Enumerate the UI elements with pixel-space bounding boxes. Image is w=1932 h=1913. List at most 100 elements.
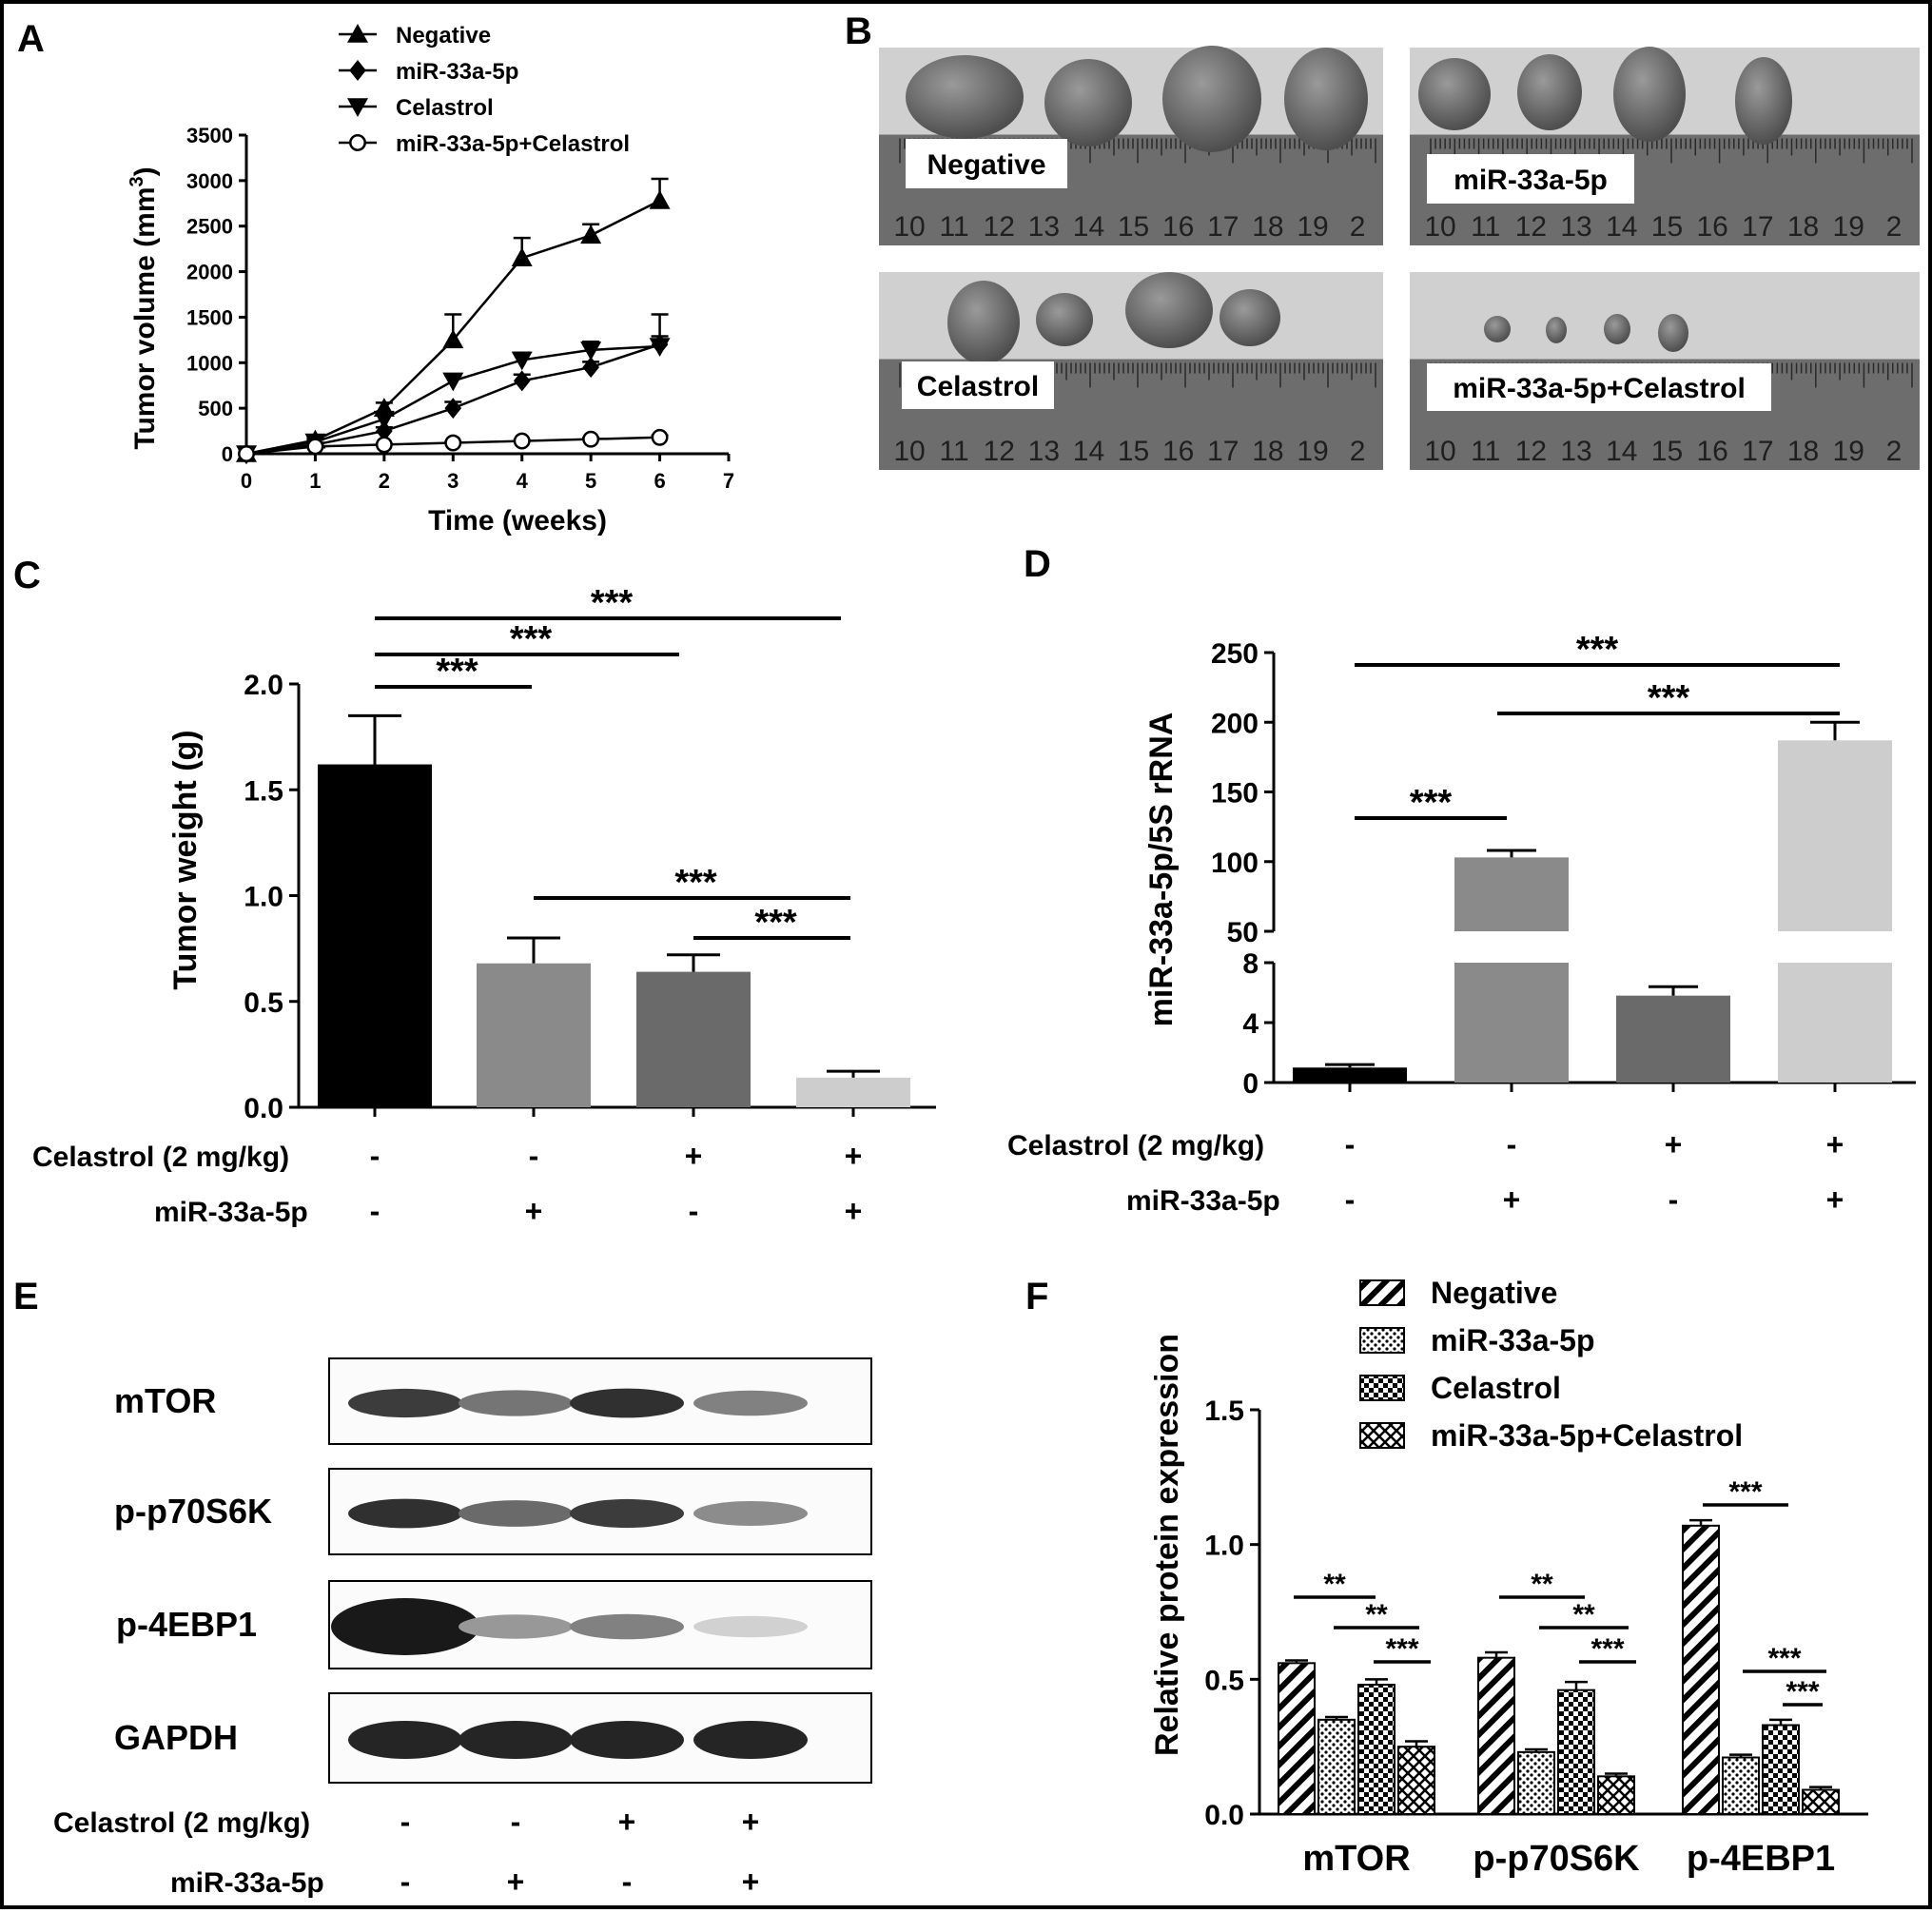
chart-f-bar: [1397, 1746, 1435, 1815]
chart-c-celastrol-sign: -: [370, 1139, 381, 1173]
ruler-number: 10: [1424, 436, 1455, 467]
chart-f-bar: [1682, 1524, 1720, 1816]
chart-d-y-tick-label: 100: [1211, 848, 1259, 879]
chart-f-significance-label: **: [1531, 1569, 1553, 1600]
chart-a-legend-label: Celastrol: [396, 95, 494, 121]
chart-a-y-tick-label: 0: [222, 442, 233, 466]
chart-a-point: [582, 357, 599, 379]
chart-a-x-tick-label: 2: [379, 469, 390, 493]
ruler-number: 14: [1073, 211, 1104, 243]
blot-band: [459, 1500, 573, 1527]
chart-f-category-label: mTOR: [1302, 1839, 1410, 1879]
ruler-number: 2: [1886, 436, 1903, 467]
chart-f-significance-label: ***: [1590, 1633, 1624, 1665]
ruler-number: 12: [1515, 436, 1547, 467]
chart-d-mir-sign: -: [1345, 1182, 1356, 1217]
chart-f-bar: [1557, 1689, 1595, 1815]
chart-d-celastrol-sign: +: [1826, 1127, 1844, 1161]
chart-f-significance-label: ***: [1786, 1676, 1819, 1708]
tumor: [1044, 59, 1132, 146]
chart-d-y-tick-label: 8: [1242, 948, 1259, 980]
chart-f-legend-swatch: [1359, 1279, 1405, 1306]
chart-f-legend-label: Celastrol: [1431, 1371, 1561, 1405]
ruler-number: 10: [893, 436, 925, 467]
chart-c-mir-sign: +: [845, 1194, 863, 1228]
ruler-number: 19: [1297, 211, 1328, 243]
chart-f-bar: [1802, 1788, 1840, 1815]
chart-a-y-tick-label: 1000: [186, 351, 233, 375]
chart-a-series: [238, 428, 669, 462]
chart-d-celastrol-label: Celastrol (2 mg/kg): [1007, 1130, 1264, 1161]
chart-a-legend-label: miR-33a-5p+Celastrol: [396, 131, 630, 157]
chart-d-significance-label: ***: [1576, 630, 1619, 670]
panel-letter-a: A: [17, 18, 45, 60]
chart-f-bar: [1517, 1750, 1555, 1816]
chart-a-y-tick-label: 2500: [186, 215, 233, 239]
chart-c-bar: [796, 1077, 910, 1107]
chart-c-mir-sign: +: [525, 1194, 543, 1228]
blot-celastrol-sign: +: [618, 1805, 636, 1839]
chart-d-bar-upper: [1454, 857, 1569, 931]
chart-f-bar: [1477, 1656, 1515, 1815]
chart-a-x-tick-label: 4: [517, 469, 529, 493]
blot-mir-sign: -: [400, 1864, 411, 1899]
chart-d-celastrol-sign: -: [1507, 1127, 1517, 1161]
chart-c-celastrol-label: Celastrol (2 mg/kg): [32, 1142, 289, 1173]
chart-a-point: [511, 247, 533, 267]
chart-a-y-tick-label: 3500: [186, 124, 233, 147]
ruler-number: 14: [1606, 436, 1637, 467]
ruler-number: 19: [1833, 211, 1864, 243]
blot-band: [570, 1613, 684, 1640]
panel-letter-b: B: [845, 10, 872, 52]
chart-f-y-tick-label: 1.0: [1204, 1531, 1244, 1562]
blot-band: [570, 1721, 684, 1759]
tumor: [1735, 57, 1792, 145]
blot-row-label: GAPDH: [114, 1718, 238, 1757]
blot-band: [348, 1498, 462, 1529]
ruler-number: 15: [1651, 436, 1683, 467]
chart-d-celastrol-sign: +: [1665, 1127, 1683, 1161]
tumor: [1546, 317, 1567, 343]
ruler-number: 2: [1350, 436, 1366, 467]
chart-f-legend-swatch: [1359, 1375, 1405, 1401]
ruler-number: 14: [1606, 211, 1637, 243]
chart-f-bar: [1722, 1756, 1760, 1815]
blot-mir-label: miR-33a-5p: [170, 1867, 324, 1899]
ruler-number: 18: [1787, 436, 1819, 467]
chart-a-point: [651, 428, 669, 446]
tumor-photo: 10 11 12 13 14 15 16 17 18 19 2 miR-33a-5p+Celastro…: [1410, 272, 1920, 470]
chart-c-celastrol-sign: -: [529, 1139, 539, 1173]
tumor: [1220, 289, 1280, 346]
chart-a-y-tick-label: 1500: [186, 305, 233, 329]
chart-c-mir-label: miR-33a-5p: [154, 1197, 308, 1228]
chart-c-celastrol-sign: +: [845, 1139, 863, 1173]
tumor: [1125, 272, 1213, 348]
chart-a-point: [444, 398, 462, 420]
chart-a-x-tick-label: 7: [723, 469, 734, 493]
ruler-number: 11: [1471, 211, 1500, 243]
blot-row-label: mTOR: [114, 1381, 216, 1420]
tumor: [1418, 58, 1491, 130]
blot-mir-sign: +: [742, 1864, 760, 1899]
chart-a-point: [442, 372, 464, 392]
ruler-number: 14: [1073, 436, 1104, 467]
chart-f-significance-label: **: [1323, 1569, 1346, 1600]
chart-d: 0 4 850 100 150 200 250 - - - + + - + + *** *** ***: [1211, 630, 1916, 1217]
chart-a-point: [373, 410, 395, 430]
blot-celastrol-sign: +: [742, 1805, 760, 1839]
tumor: [1604, 314, 1630, 344]
chart-d-ylabel: miR-33a-5p/5S rRNA: [1143, 712, 1180, 1027]
blot-celastrol-sign: -: [511, 1805, 521, 1839]
chart-a-point: [306, 438, 324, 456]
photo-label-box: [906, 139, 1067, 188]
tumor-photo: 10 11 12 13 14 15 16 17 18 19 2 Celastrol: [879, 272, 1383, 470]
chart-c-ylabel: Tumor weight (g): [167, 730, 204, 989]
ruler-number: 16: [1696, 211, 1727, 243]
tumor: [947, 281, 1020, 364]
chart-a-point: [582, 430, 600, 448]
chart-d-y-tick-label: 0: [1242, 1068, 1259, 1100]
chart-d-celastrol-sign: -: [1345, 1127, 1356, 1161]
chart-a-point: [513, 370, 531, 392]
chart-a-point: [580, 224, 602, 244]
chart-c-y-tick-label: 1.0: [244, 882, 283, 913]
